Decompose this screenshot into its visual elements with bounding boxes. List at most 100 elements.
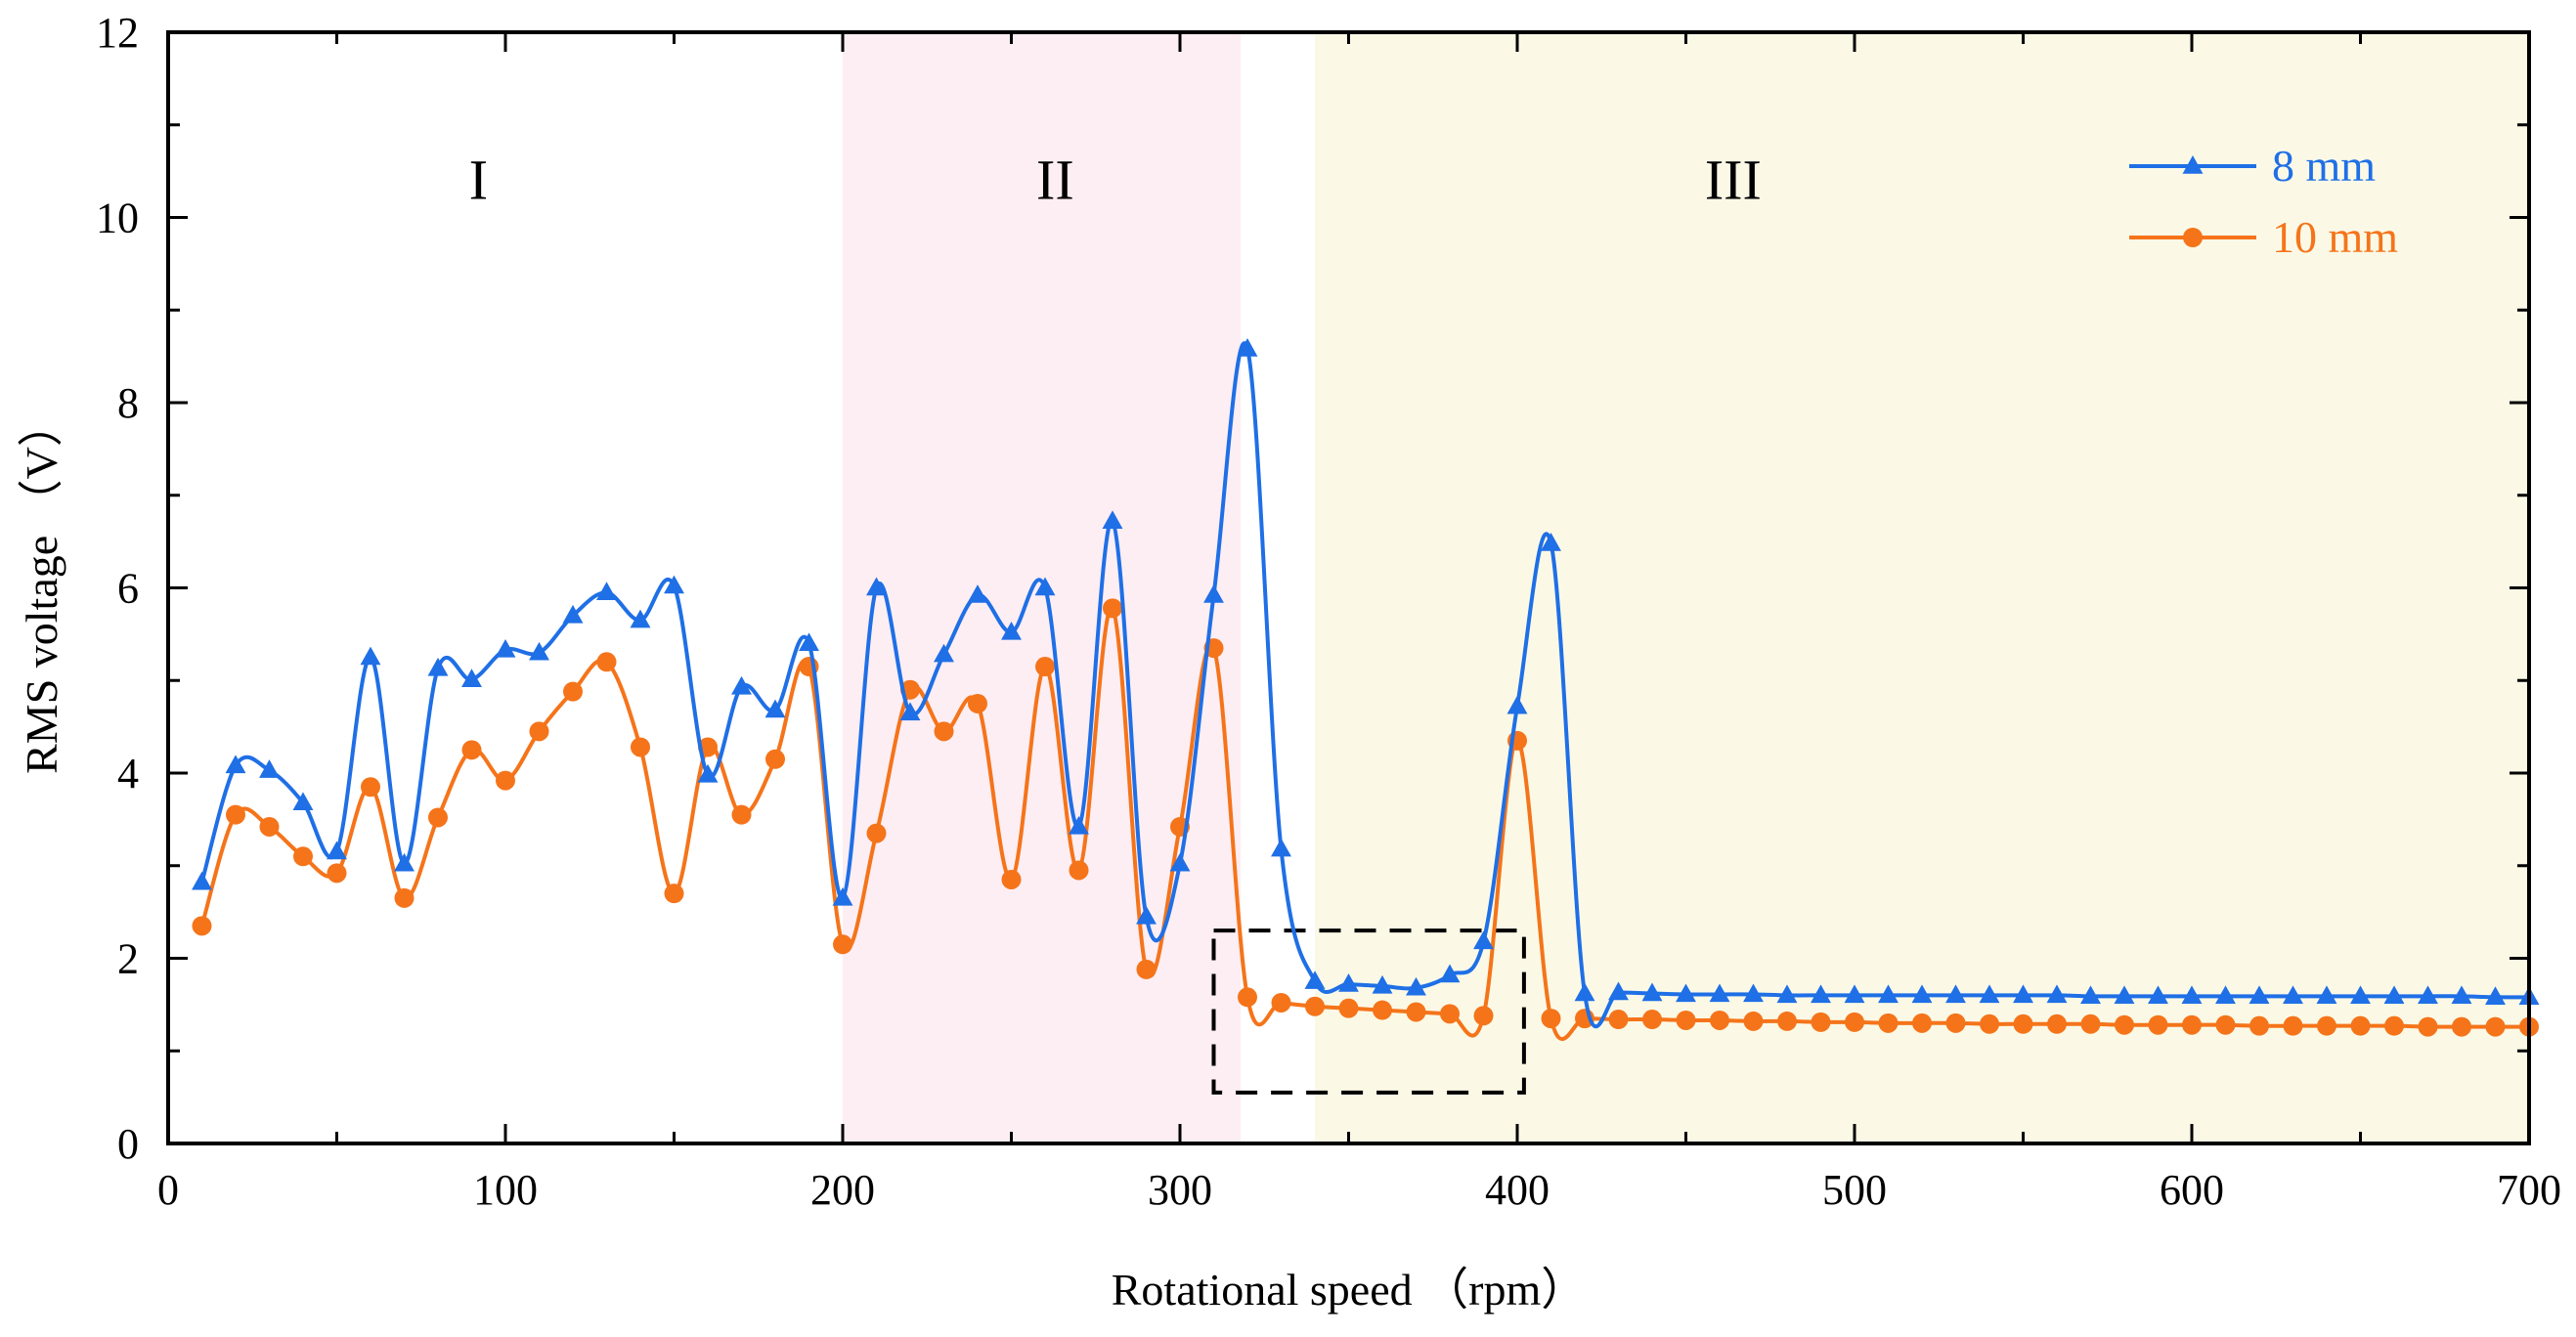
data-point-10mm	[1473, 1006, 1494, 1026]
data-point-10mm	[2215, 1014, 2236, 1035]
data-point-8mm	[1676, 983, 1696, 1003]
data-point-10mm	[1541, 1009, 1561, 1029]
data-point-8mm	[630, 609, 651, 628]
y-tick-label: 2	[117, 935, 139, 983]
region-label-ii: II	[1036, 149, 1074, 212]
data-point-8mm	[2451, 985, 2472, 1005]
data-point-10mm	[2148, 1014, 2168, 1035]
legend: 8 mm 10 mm	[2129, 141, 2398, 262]
data-point-8mm	[1541, 533, 1561, 551]
data-point-8mm	[259, 759, 280, 778]
data-point-10mm	[1136, 959, 1157, 979]
data-point-10mm	[1035, 657, 1055, 677]
region-band-1	[168, 32, 843, 1143]
data-point-8mm	[2316, 985, 2337, 1005]
data-point-8mm	[866, 577, 887, 596]
data-point-10mm	[1406, 1002, 1426, 1022]
data-point-8mm	[1811, 984, 1831, 1004]
data-point-10mm	[1238, 987, 1257, 1008]
data-point-10mm	[461, 740, 482, 760]
data-point-10mm	[968, 693, 987, 713]
data-point-8mm	[360, 646, 381, 666]
data-point-10mm	[765, 749, 785, 769]
data-point-10mm	[1945, 1013, 1966, 1033]
data-point-10mm	[2013, 1014, 2033, 1034]
data-point-8mm	[664, 575, 684, 594]
dashed-highlight-box-layer	[1211, 928, 1526, 1095]
data-point-8mm	[1641, 982, 1663, 1002]
data-point-10mm	[664, 884, 684, 904]
data-point-8mm	[2080, 985, 2101, 1005]
data-point-8mm	[899, 702, 921, 721]
data-point-8mm	[596, 582, 617, 600]
series-10mm	[192, 598, 2539, 1041]
data-point-10mm	[496, 770, 515, 791]
data-point-8mm	[427, 657, 449, 676]
data-point-10mm	[2249, 1015, 2269, 1036]
series-layer	[192, 338, 2540, 1041]
data-point-8mm	[2114, 985, 2135, 1005]
data-point-10mm	[2115, 1014, 2134, 1035]
data-point-10mm	[1878, 1013, 1899, 1033]
data-point-8mm	[1945, 984, 1966, 1004]
data-point-8mm	[1979, 984, 2000, 1004]
data-point-10mm	[1777, 1011, 1797, 1031]
data-point-8mm	[2418, 985, 2438, 1005]
data-point-8mm	[1136, 905, 1157, 925]
data-point-10mm	[1103, 598, 1122, 619]
data-point-8mm	[394, 852, 415, 872]
y-tick-label: 10	[96, 194, 139, 242]
region-label-iii: III	[1705, 149, 1762, 212]
data-point-8mm	[2383, 985, 2405, 1005]
data-point-10mm	[1642, 1010, 1662, 1030]
x-tick-label: 200	[810, 1166, 875, 1214]
data-point-10mm	[1811, 1012, 1831, 1032]
data-point-10mm	[259, 816, 280, 837]
data-point-8mm	[225, 755, 246, 774]
x-tick-label: 300	[1148, 1166, 1212, 1214]
data-point-10mm	[1710, 1010, 1729, 1030]
region-label-i: I	[469, 149, 488, 212]
data-point-10mm	[1743, 1011, 1764, 1031]
data-point-8mm	[1102, 510, 1123, 529]
legend-marker-8mm	[2182, 155, 2204, 174]
data-point-10mm	[1912, 1013, 1932, 1033]
region-labels: I II III	[469, 149, 1762, 212]
data-point-8mm	[2283, 985, 2303, 1005]
y-tick-label: 8	[117, 379, 139, 427]
data-point-8mm	[1237, 338, 1258, 357]
data-point-8mm	[327, 841, 347, 860]
data-point-10mm	[833, 934, 852, 955]
data-point-8mm	[1304, 970, 1326, 989]
data-point-8mm	[2046, 984, 2068, 1004]
data-point-10mm	[2384, 1015, 2404, 1036]
y-tick-label: 12	[96, 9, 139, 57]
data-point-8mm	[2350, 985, 2371, 1005]
data-point-8mm	[967, 584, 988, 603]
data-point-8mm	[2249, 985, 2270, 1005]
data-point-10mm	[1373, 1000, 1392, 1020]
x-axis-title: Rotational speed （rpm）	[1112, 1265, 1586, 1315]
data-point-8mm	[461, 668, 482, 688]
data-point-8mm	[529, 641, 549, 661]
data-point-8mm	[292, 792, 314, 811]
data-point-8mm	[2181, 985, 2203, 1005]
data-point-8mm	[1169, 852, 1191, 872]
data-point-8mm	[1506, 695, 1528, 714]
data-point-8mm	[1473, 930, 1494, 950]
data-point-8mm	[1574, 982, 1595, 1002]
data-point-10mm	[2317, 1015, 2336, 1036]
data-point-8mm	[697, 763, 719, 783]
data-point-10mm	[596, 652, 617, 672]
data-point-10mm	[2080, 1014, 2101, 1034]
data-point-10mm	[394, 887, 415, 908]
data-point-10mm	[1069, 860, 1089, 881]
x-tick-label: 500	[1822, 1166, 1887, 1214]
data-point-10mm	[192, 916, 212, 936]
data-point-8mm	[1743, 983, 1764, 1003]
data-point-8mm	[1069, 815, 1089, 835]
data-point-10mm	[1338, 998, 1359, 1018]
data-point-8mm	[562, 604, 584, 624]
data-point-10mm	[327, 863, 347, 884]
data-point-8mm	[2485, 986, 2506, 1005]
